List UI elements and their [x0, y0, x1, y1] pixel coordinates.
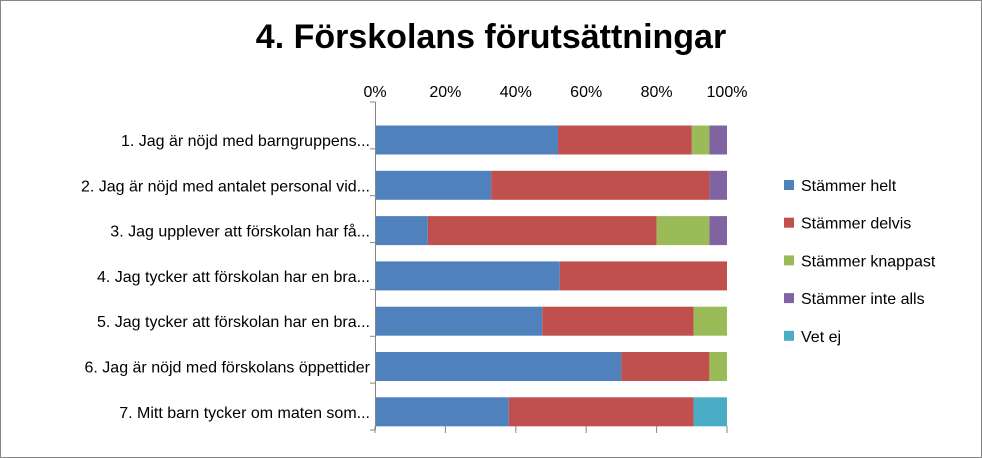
- bar-segment: [427, 216, 657, 246]
- chart-title: 4. Förskolans förutsättningar: [255, 18, 727, 56]
- bar-segment: [691, 125, 710, 155]
- bar-segment: [542, 306, 694, 336]
- bar-segment: [709, 216, 727, 246]
- category-label: 3. Jag upplever att förskolan har få...: [110, 223, 370, 241]
- legend-swatch: [784, 293, 794, 304]
- bar-segment: [693, 306, 727, 336]
- legend-label: Stämmer knappast: [801, 253, 936, 270]
- bar-segment: [656, 216, 710, 246]
- x-tick-label: 80%: [641, 84, 673, 101]
- category-label: 5. Jag tycker att förskolan har en bra..…: [97, 314, 370, 331]
- bar-segment: [558, 125, 692, 155]
- category-label: 4. Jag tycker att förskolan har en bra..…: [97, 269, 370, 286]
- x-tick-label: 100%: [707, 84, 748, 101]
- x-tick-label: 40%: [500, 84, 532, 101]
- bar-segment: [375, 352, 622, 381]
- bar-segment: [508, 397, 694, 427]
- legend-label: Stämmer delvis: [801, 216, 911, 233]
- bar-segment: [375, 397, 509, 427]
- bar-segment: [375, 261, 560, 291]
- bar-segment: [709, 352, 727, 381]
- legend-swatch: [784, 330, 794, 341]
- category-label: 7. Mitt barn tycker om maten som...: [119, 405, 370, 422]
- x-tick-label: 60%: [570, 84, 602, 101]
- bar-segment: [709, 125, 727, 155]
- x-tick-label: 20%: [429, 84, 461, 101]
- bar-segment: [491, 170, 710, 200]
- category-label: 2. Jag är nöjd med antalet personal vid.…: [81, 178, 370, 195]
- bar-segment: [559, 261, 727, 291]
- legend-label: Stämmer helt: [801, 178, 897, 195]
- bar-segment: [375, 125, 559, 155]
- bar-segment: [621, 352, 710, 381]
- x-tick-label: 0%: [363, 84, 386, 101]
- legend-swatch: [784, 180, 794, 190]
- bar-segment: [709, 170, 727, 200]
- legend-label: Stämmer inte alls: [801, 291, 925, 308]
- category-label: 6. Jag är nöjd med förskolans öppettider: [85, 360, 371, 377]
- bar-segment: [375, 170, 492, 200]
- bar-segment: [693, 397, 727, 427]
- category-label: 1. Jag är nöjd med barngruppens...: [121, 133, 370, 150]
- bar-segment: [375, 306, 543, 336]
- legend-swatch: [784, 217, 794, 228]
- bar-segment: [375, 216, 428, 246]
- legend-swatch: [784, 255, 794, 266]
- legend-label: Vet ej: [801, 329, 841, 346]
